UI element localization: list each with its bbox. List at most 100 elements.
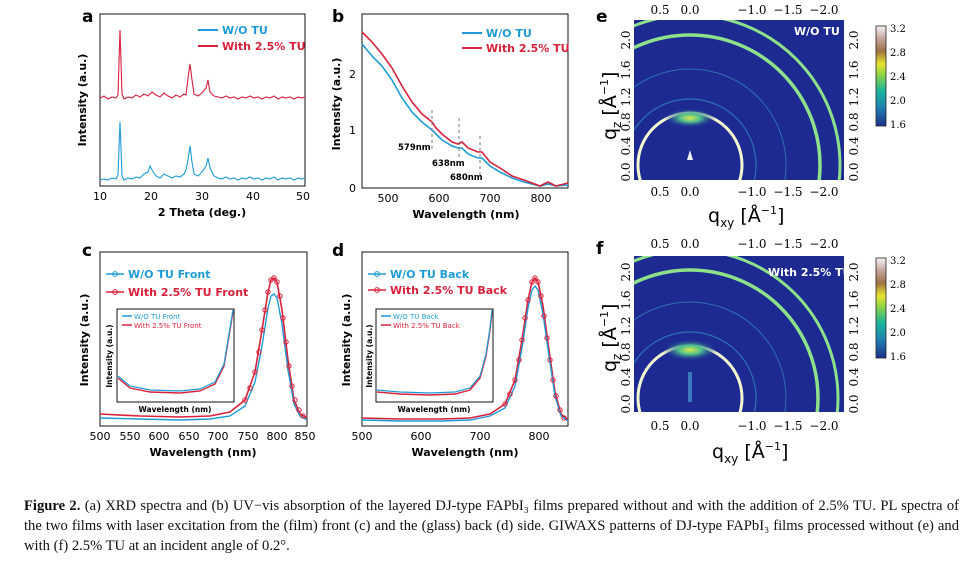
series-b-red	[361, 31, 569, 187]
ticks-e-top: 0.5 0.0 −1.0 −1.5 −2.0	[650, 3, 838, 17]
xtick-d-0: 500	[352, 430, 373, 443]
svg-text:0.5: 0.5	[650, 185, 669, 199]
ylabel-b: Intensity (a.u.)	[330, 58, 343, 151]
xtick-d-1: 600	[411, 430, 432, 443]
svg-text:−1.5: −1.5	[773, 419, 802, 433]
ytick-b-1: 1	[349, 124, 356, 137]
svg-text:0.5: 0.5	[650, 237, 669, 251]
series-a-blue	[99, 121, 306, 181]
ylabel-f: qz [Å−1]	[598, 304, 624, 372]
series-c-blue	[99, 293, 308, 421]
panel-c-letter: c	[82, 241, 92, 261]
svg-text:1.6: 1.6	[619, 290, 633, 309]
svg-text:0.8: 0.8	[619, 342, 633, 361]
svg-text:0.8: 0.8	[619, 112, 633, 131]
svg-text:−2.0: −2.0	[809, 185, 838, 199]
legend-d-red: With 2.5% TU Back	[390, 284, 508, 297]
svg-text:1.6: 1.6	[847, 290, 861, 309]
ylabel-a: Intensity (a.u.)	[76, 54, 89, 147]
series-a-red	[99, 29, 306, 100]
svg-text:0.4: 0.4	[619, 136, 633, 155]
cbar-f-1: 2.8	[890, 280, 906, 291]
panel-e: e W/O TU 3.2 2.8 2.4 2.0 1.6 0.5 0.0 −1.…	[596, 3, 906, 230]
panel-d-inset: W/O TU Back With 2.5% TU Back Wavelength…	[365, 308, 494, 414]
cbar-e-4: 1.6	[890, 120, 906, 131]
svg-text:−1.0: −1.0	[737, 237, 766, 251]
giwaxs-f-tag: With 2.5% TU	[768, 266, 852, 279]
cbar-e-3: 2.0	[890, 96, 906, 107]
panel-e-letter: e	[596, 7, 608, 27]
ticks-f-left: 2.0 1.6 1.2 0.8 0.4 0.0	[619, 262, 633, 413]
panel-b: b 579nm 638nm 680nm W/O TU With 2.5% TU …	[330, 7, 570, 221]
panel-d-frame	[361, 251, 569, 427]
svg-text:0.0: 0.0	[847, 394, 861, 413]
svg-text:0.0: 0.0	[680, 237, 699, 251]
cbar-f-3: 2.0	[890, 328, 906, 339]
ticks-f-bottom: 0.5 0.0 −1.0 −1.5 −2.0	[650, 419, 838, 433]
cbar-f-4: 1.6	[890, 352, 906, 363]
inset-c-legend-red: With 2.5% TU Front	[134, 322, 202, 330]
xlabel-a: 2 Theta (deg.)	[158, 206, 246, 219]
xtick-a-0: 10	[93, 190, 107, 203]
svg-text:−1.0: −1.0	[737, 185, 766, 199]
legend-b-blue: W/O TU	[486, 27, 532, 40]
panel-a: a W/O TU With 2.5% TU 10 20 30 40 50 2 T…	[76, 7, 310, 219]
xtick-a-1: 20	[144, 190, 158, 203]
series-d-red	[361, 276, 569, 421]
svg-text:−2.0: −2.0	[809, 419, 838, 433]
xtick-b-2: 700	[480, 192, 501, 205]
colorbar-f	[875, 257, 887, 359]
inset-d-xlabel: Wavelength (nm)	[398, 405, 471, 414]
ticks-e-right: 2.0 1.6 1.2 0.8 0.4 0.0	[847, 30, 861, 181]
cbar-e-0: 3.2	[890, 24, 906, 35]
series-b-blue	[361, 43, 569, 187]
series-c-red-markers	[242, 275, 306, 419]
series-c-red	[99, 276, 308, 419]
svg-text:0.0: 0.0	[680, 419, 699, 433]
svg-text:0.0: 0.0	[619, 394, 633, 413]
panel-b-frame	[361, 13, 569, 189]
cbar-e-2: 2.4	[890, 72, 906, 83]
xlabel-e: qxy [Å−1]	[708, 204, 784, 230]
panel-c-frame	[99, 251, 308, 427]
cbar-e-1: 2.8	[890, 48, 906, 59]
svg-text:0.0: 0.0	[619, 162, 633, 181]
legend-a-blue: W/O TU	[222, 24, 268, 37]
svg-text:1.2: 1.2	[619, 87, 633, 106]
svg-text:1.2: 1.2	[619, 316, 633, 335]
svg-text:0.0: 0.0	[847, 162, 861, 181]
xlabel-f: qxy [Å−1]	[712, 440, 788, 466]
xtick-a-2: 30	[195, 190, 209, 203]
svg-text:1.2: 1.2	[847, 316, 861, 335]
panel-b-letter: b	[332, 7, 344, 27]
panel-a-frame	[99, 13, 306, 187]
svg-text:1.6: 1.6	[847, 60, 861, 79]
svg-text:1.2: 1.2	[847, 87, 861, 106]
svg-text:0.8: 0.8	[847, 112, 861, 131]
svg-text:2.0: 2.0	[847, 30, 861, 49]
giwaxs-f-map	[634, 256, 844, 412]
svg-text:0.5: 0.5	[650, 419, 669, 433]
inset-d-legend-red: With 2.5% TU Back	[393, 322, 461, 330]
svg-text:−1.5: −1.5	[773, 237, 802, 251]
annot-638: 638nm	[432, 159, 465, 169]
svg-text:−1.0: −1.0	[737, 419, 766, 433]
xlabel-c: Wavelength (nm)	[150, 446, 257, 459]
legend-c-blue: W/O TU Front	[128, 268, 210, 281]
legend-d-blue: W/O TU Back	[390, 268, 470, 281]
svg-text:0.4: 0.4	[847, 367, 861, 386]
panel-a-letter: a	[82, 7, 93, 27]
ylabel-e: qz [Å−1]	[598, 72, 624, 140]
xtick-d-3: 800	[529, 430, 550, 443]
caption-text: (a) XRD spectra and (b) UV−vis absorptio…	[24, 498, 959, 554]
svg-text:2.0: 2.0	[847, 262, 861, 281]
ticks-f-right: 2.0 1.6 1.2 0.8 0.4 0.0	[847, 262, 861, 413]
xlabel-b: Wavelength (nm)	[413, 208, 520, 221]
ytick-b-2: 2	[349, 68, 356, 81]
giwaxs-e-map	[634, 20, 844, 180]
svg-text:0.0: 0.0	[680, 3, 699, 17]
svg-text:0.0: 0.0	[680, 185, 699, 199]
ylabel-d: Intensity (a.u.)	[340, 294, 353, 387]
series-d-blue	[361, 284, 569, 422]
series-d-red-markers	[502, 275, 567, 421]
